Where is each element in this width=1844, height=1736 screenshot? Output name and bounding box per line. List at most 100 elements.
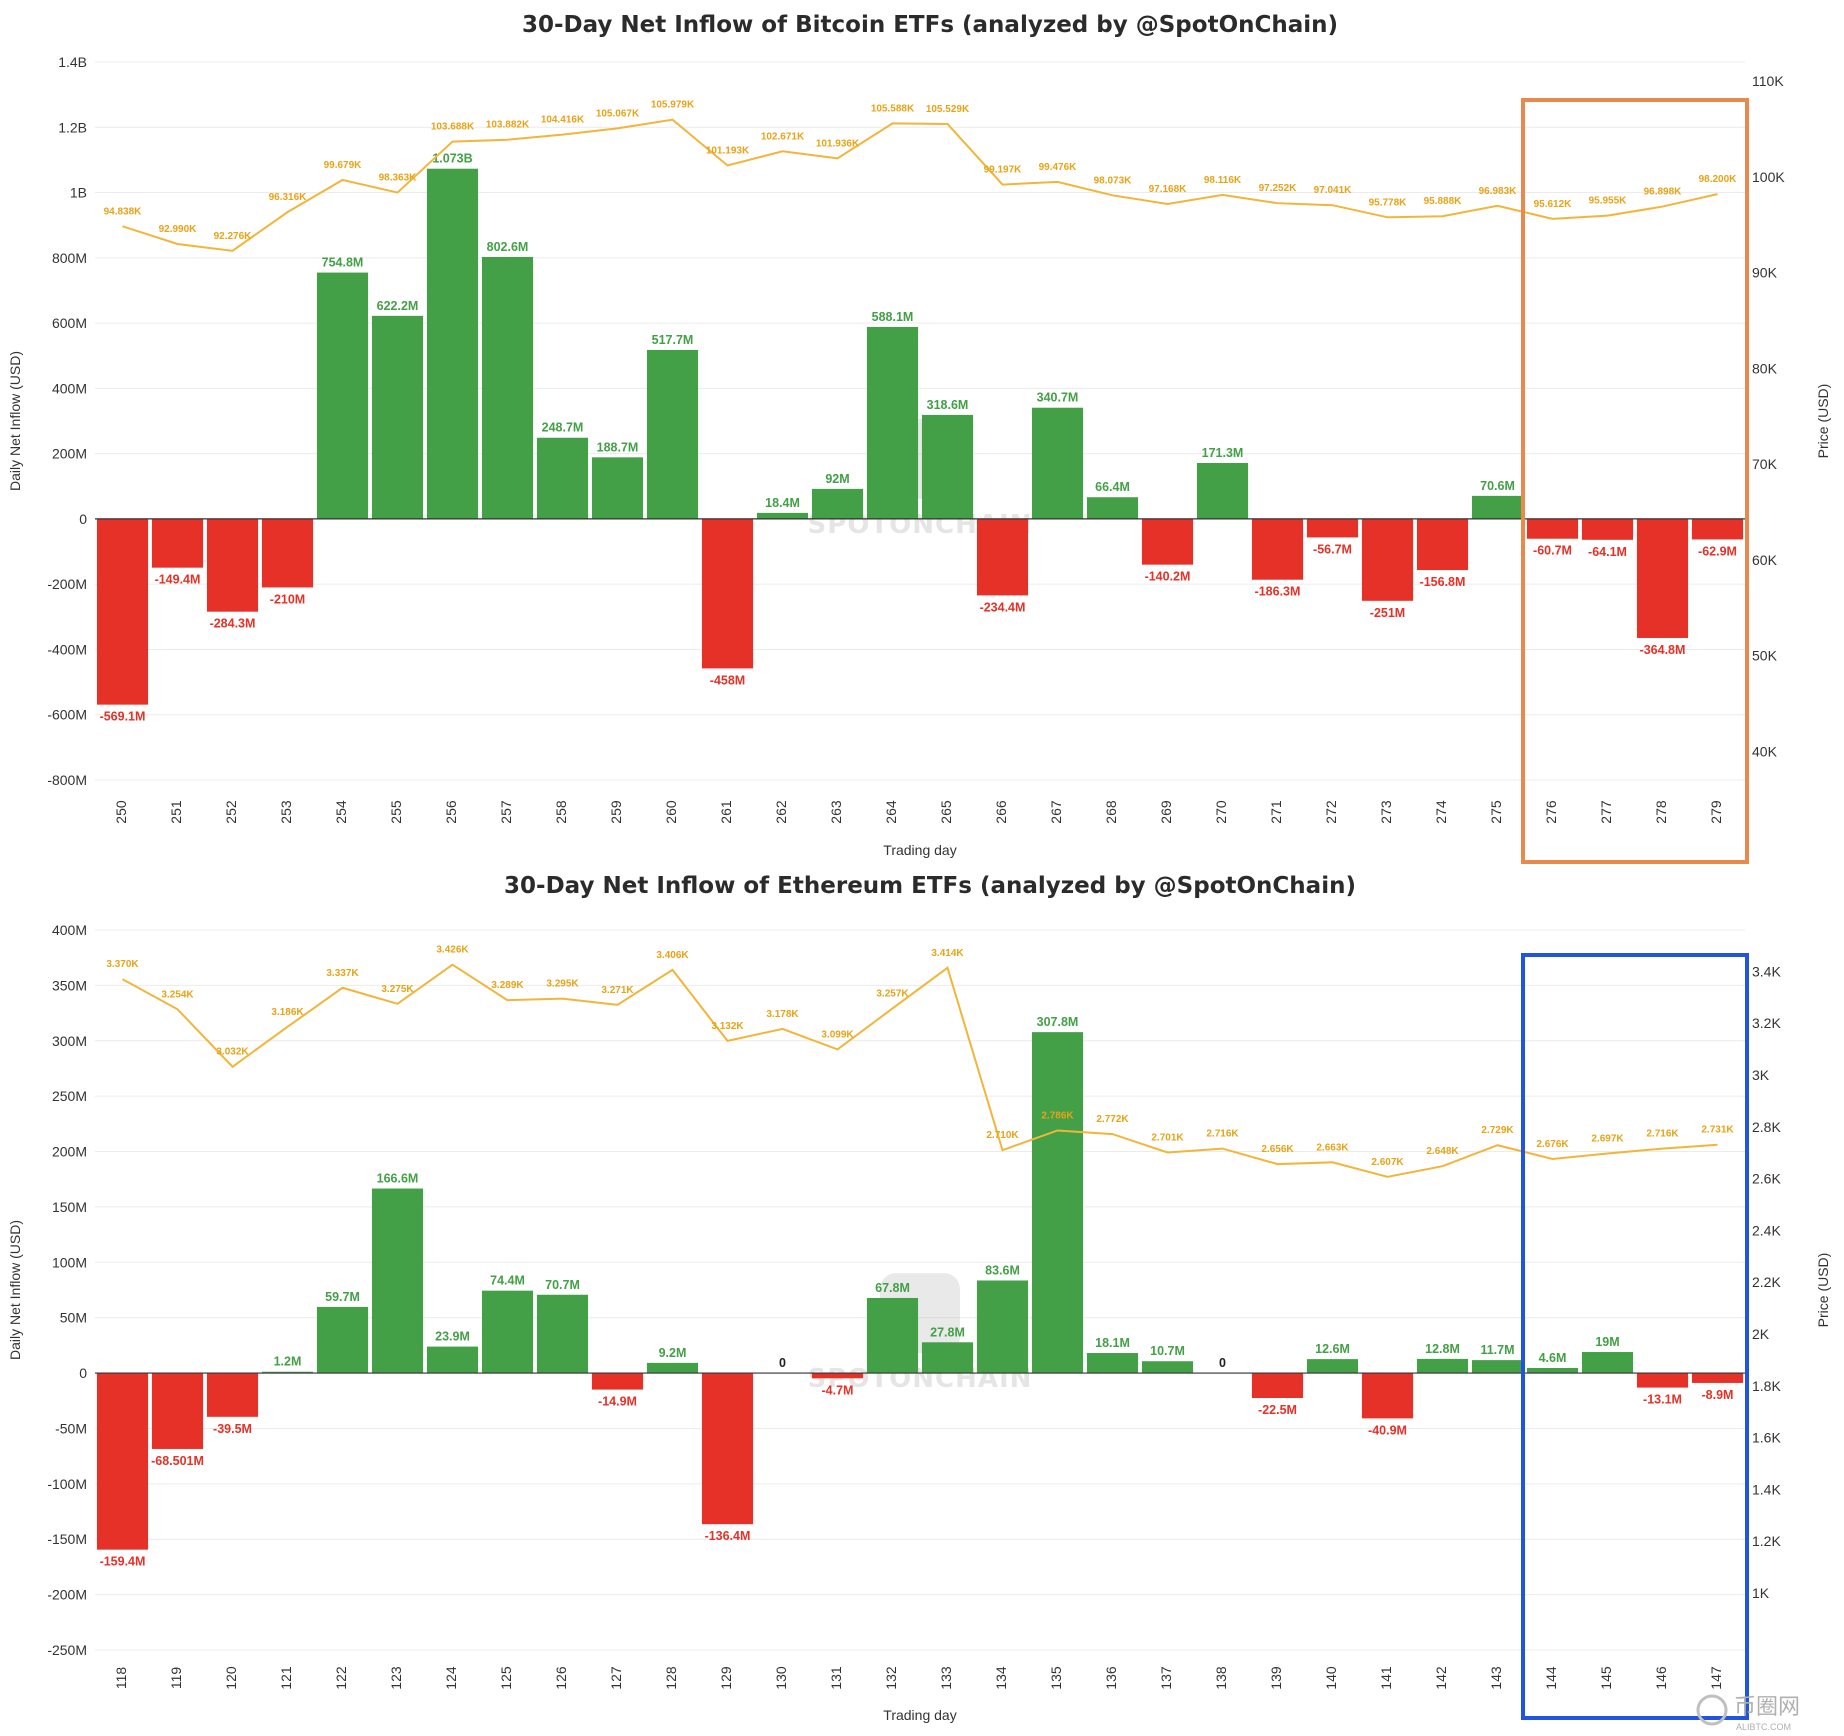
- y-tick-label: -400M: [47, 641, 87, 657]
- bar-value-label: 802.6M: [487, 240, 529, 254]
- x-tick-label: 147: [1708, 1666, 1724, 1690]
- x-tick-label: 122: [333, 1666, 349, 1690]
- bar: [1691, 518, 1744, 540]
- bar: [866, 326, 919, 519]
- bar-value-label: 11.7M: [1480, 1343, 1514, 1357]
- x-tick-label: 266: [993, 800, 1009, 824]
- price-point-label: 102.671K: [761, 131, 805, 142]
- bar-value-label: -8.9M: [1702, 1388, 1734, 1402]
- bar: [1141, 518, 1194, 565]
- price-line: [122, 963, 1718, 1178]
- price-point-label: 2.656K: [1261, 1144, 1294, 1155]
- chart-title: 30-Day Net Inflow of Ethereum ETFs (anal…: [504, 873, 1356, 899]
- x-tick-label: 145: [1598, 1666, 1614, 1690]
- x-tick-label: 127: [608, 1666, 624, 1690]
- y2-tick-label: 40K: [1752, 743, 1778, 759]
- x-tick-label: 250: [113, 800, 129, 824]
- bar: [151, 1373, 204, 1449]
- x-tick-label: 134: [993, 1666, 1009, 1690]
- x-tick-label: 136: [1103, 1666, 1119, 1690]
- price-point-label: 3.275K: [381, 984, 414, 995]
- y-tick-label: 150M: [52, 1199, 87, 1215]
- bar: [1471, 495, 1524, 519]
- price-point-label: 99.476K: [1039, 162, 1078, 173]
- x-tick-label: 140: [1323, 1666, 1339, 1690]
- bar: [1251, 1373, 1304, 1398]
- y2-tick-label: 3.4K: [1752, 963, 1781, 979]
- x-tick-label: 124: [443, 1666, 459, 1690]
- y-tick-label: 0: [79, 511, 87, 527]
- y-tick-label: 350M: [52, 977, 87, 993]
- bar: [1526, 518, 1579, 539]
- y-tick-label: 1B: [70, 185, 87, 201]
- x-tick-label: 137: [1158, 1666, 1174, 1690]
- bar-value-label: 307.8M: [1037, 1015, 1079, 1029]
- bar: [316, 272, 369, 519]
- bar: [591, 457, 644, 519]
- bar-value-label: -156.8M: [1420, 575, 1466, 589]
- bar-value-label: -4.7M: [822, 1383, 854, 1397]
- y2-tick-label: 3K: [1752, 1067, 1770, 1083]
- y-tick-label: -200M: [47, 1587, 87, 1603]
- bar-value-label: -39.5M: [213, 1422, 252, 1436]
- y2-tick-label: 110K: [1752, 73, 1784, 89]
- x-tick-label: 120: [223, 1666, 239, 1690]
- x-axis-title: Trading day: [883, 842, 956, 858]
- price-point-label: 3.406K: [656, 950, 689, 961]
- x-tick-label: 144: [1543, 1666, 1559, 1690]
- price-point-label: 3.178K: [766, 1009, 799, 1020]
- y2-tick-label: 2.4K: [1752, 1222, 1781, 1238]
- corner-logo-icon: [1696, 1694, 1728, 1726]
- price-point-label: 3.295K: [546, 979, 579, 990]
- bitcoin-etf-chart: 30-Day Net Inflow of Bitcoin ETFs (analy…: [7, 12, 1831, 864]
- bar: [261, 518, 314, 588]
- bar-value-label: -13.1M: [1643, 1393, 1682, 1407]
- bar-value-label: 12.8M: [1425, 1342, 1460, 1356]
- price-point-label: 101.193K: [706, 145, 750, 156]
- ethereum-etf-chart: 30-Day Net Inflow of Ethereum ETFs (anal…: [7, 873, 1831, 1723]
- x-tick-label: 121: [278, 1666, 294, 1690]
- x-tick-label: 267: [1048, 800, 1064, 824]
- bar: [1691, 1373, 1744, 1383]
- price-point-label: 2.676K: [1536, 1139, 1569, 1150]
- price-point-label: 3.032K: [216, 1047, 249, 1058]
- bar-value-label: 66.4M: [1095, 480, 1130, 494]
- bar-value-label: 0: [779, 1356, 786, 1370]
- price-point-label: 103.882K: [486, 120, 530, 131]
- bar-value-label: -186.3M: [1255, 585, 1301, 599]
- bar: [1086, 1353, 1139, 1374]
- x-tick-label: 274: [1433, 800, 1449, 824]
- bar-value-label: 4.6M: [1539, 1351, 1567, 1365]
- bar: [921, 414, 974, 519]
- bar: [426, 1346, 479, 1374]
- x-tick-label: 141: [1378, 1666, 1394, 1690]
- y2-tick-label: 100K: [1752, 169, 1785, 185]
- x-axis-title: Trading day: [883, 1707, 956, 1723]
- price-point-label: 2.607K: [1371, 1157, 1404, 1168]
- y2-tick-label: 2.8K: [1752, 1119, 1781, 1135]
- bar: [536, 1294, 589, 1374]
- bar-value-label: 588.1M: [872, 310, 914, 324]
- bar-value-label: -251M: [1370, 606, 1405, 620]
- price-point-label: 2.729K: [1481, 1125, 1514, 1136]
- x-tick-label: 271: [1268, 800, 1284, 824]
- y-tick-label: 0: [79, 1365, 87, 1381]
- bar-value-label: 0: [1219, 1356, 1226, 1370]
- price-point-label: 99.679K: [324, 160, 363, 171]
- bar: [976, 1280, 1029, 1374]
- bar-value-label: 27.8M: [930, 1325, 965, 1339]
- price-point-label: 2.697K: [1591, 1134, 1624, 1145]
- bar-value-label: -56.7M: [1313, 542, 1352, 556]
- x-tick-label: 269: [1158, 800, 1174, 824]
- x-tick-label: 253: [278, 800, 294, 824]
- bar-value-label: 171.3M: [1202, 446, 1244, 460]
- y-tick-label: 50M: [60, 1310, 87, 1326]
- x-tick-label: 257: [498, 800, 514, 824]
- y-tick-label: 200M: [52, 1144, 87, 1160]
- bar: [1031, 1032, 1084, 1374]
- price-point-label: 3.257K: [876, 988, 909, 999]
- corner-logo: 币圈网 ALIBTC.COM: [1696, 1694, 1800, 1732]
- bar: [371, 315, 424, 519]
- y-tick-label: 300M: [52, 1033, 87, 1049]
- bar-value-label: 517.7M: [652, 333, 694, 347]
